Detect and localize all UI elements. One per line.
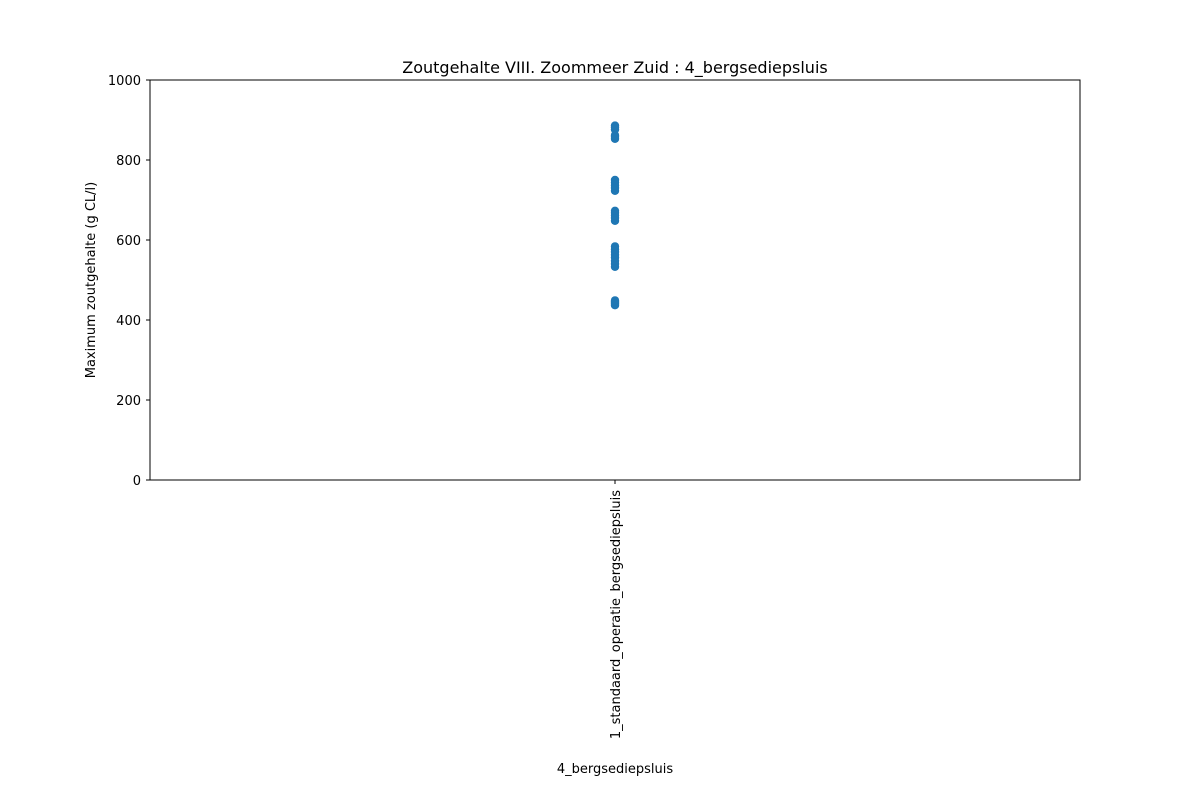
y-axis-label: Maximum zoutgehalte (g CL/l) — [84, 182, 99, 378]
y-tick-label: 1000 — [108, 74, 141, 89]
x-axis-label: 4_bergsediepsluis — [557, 762, 674, 777]
data-point — [610, 242, 620, 251]
data-points — [610, 121, 620, 310]
chart-title: Zoutgehalte VIII. Zoommeer Zuid : 4_berg… — [402, 58, 827, 78]
y-tick-label: 800 — [116, 154, 141, 169]
y-axis-ticks: 0 200 400 600 800 1000 — [108, 74, 150, 489]
y-tick-label: 0 — [133, 474, 141, 489]
plot-area — [150, 80, 1080, 480]
data-point — [610, 296, 620, 305]
data-point — [610, 206, 620, 215]
x-axis-ticks: 1_standaard_operatie_bergsediepsluis — [609, 480, 624, 739]
y-tick-label: 600 — [116, 234, 141, 249]
plot-frame — [149, 79, 1081, 481]
y-tick-label: 400 — [116, 314, 141, 329]
data-point — [610, 175, 620, 185]
x-tick-label: 1_standaard_operatie_bergsediepsluis — [609, 490, 624, 739]
y-tick-label: 200 — [116, 394, 141, 409]
data-point — [610, 121, 620, 130]
